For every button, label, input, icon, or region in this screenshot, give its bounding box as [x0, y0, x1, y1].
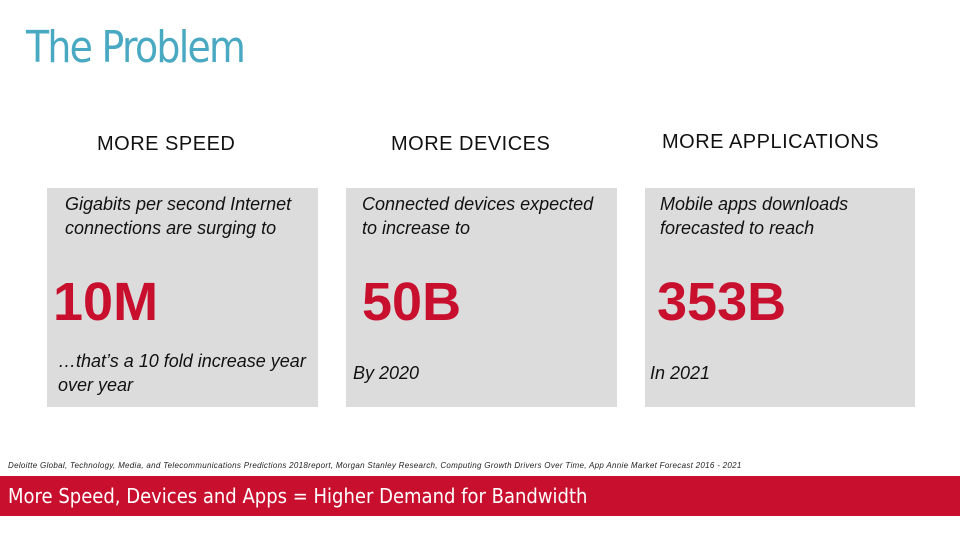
- card-speed-value: 10M: [53, 272, 159, 332]
- sources-citation: Deloitte Global, Technology, Media, and …: [8, 461, 742, 470]
- heading-more-devices: MORE DEVICES: [391, 133, 551, 155]
- card-applications-value: 353B: [657, 272, 787, 332]
- card-speed: Gigabits per second Internet connections…: [47, 188, 318, 407]
- card-speed-footnote: …that’s a 10 fold increase year over yea…: [58, 351, 306, 395]
- card-devices-value: 50B: [362, 272, 462, 332]
- card-devices: Connected devices expected to increase t…: [346, 188, 617, 407]
- card-applications-intro: Mobile apps downloads forecasted to reac…: [660, 194, 849, 238]
- card-applications-footnote: In 2021: [650, 363, 711, 383]
- heading-more-applications: MORE APPLICATIONS: [662, 131, 880, 153]
- card-devices-intro: Connected devices expected to increase t…: [362, 194, 594, 238]
- card-devices-footnote: By 2020: [353, 363, 420, 383]
- heading-more-speed: MORE SPEED: [97, 133, 236, 155]
- card-applications: Mobile apps downloads forecasted to reac…: [645, 188, 915, 407]
- slide-title: The Problem: [26, 22, 246, 73]
- banner-text: More Speed, Devices and Apps = Higher De…: [8, 484, 588, 508]
- bottom-banner: More Speed, Devices and Apps = Higher De…: [0, 476, 960, 516]
- card-speed-intro: Gigabits per second Internet connections…: [65, 194, 292, 238]
